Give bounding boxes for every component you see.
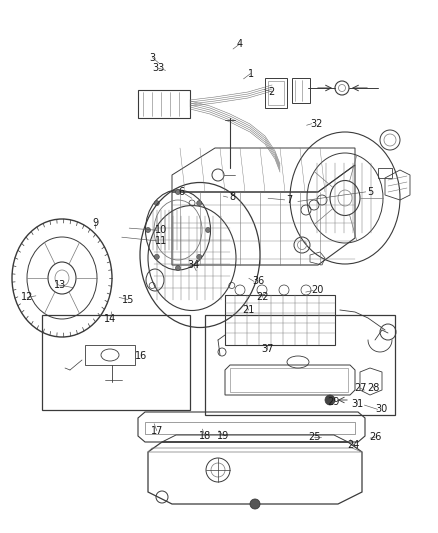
Text: 12: 12 [21, 293, 33, 302]
Bar [42, 315, 190, 410]
Bar [292, 78, 310, 103]
Bar [225, 295, 335, 345]
Text: 36: 36 [252, 277, 265, 286]
Text: 20: 20 [311, 286, 324, 295]
Text: 27: 27 [354, 383, 366, 393]
Text: 26: 26 [370, 432, 382, 442]
Circle shape [154, 200, 159, 206]
Bar [230, 368, 348, 392]
Text: 14: 14 [104, 314, 117, 324]
Text: 30: 30 [376, 405, 388, 414]
Bar [205, 315, 395, 415]
Text: 7: 7 [286, 195, 292, 205]
Text: 13: 13 [54, 280, 67, 290]
Text: 5: 5 [367, 187, 373, 197]
Text: 19: 19 [217, 431, 230, 441]
Text: 17: 17 [151, 426, 163, 435]
Text: 8: 8 [229, 192, 235, 202]
Text: 4: 4 [237, 39, 243, 49]
Text: 15: 15 [122, 295, 134, 304]
Text: 37: 37 [261, 344, 273, 354]
Circle shape [176, 265, 180, 271]
Circle shape [325, 395, 335, 405]
Text: 32: 32 [310, 119, 322, 128]
Text: 31: 31 [351, 399, 363, 409]
Circle shape [197, 200, 202, 206]
Text: 28: 28 [367, 383, 379, 393]
Text: 11: 11 [155, 236, 167, 246]
Bar [265, 78, 287, 108]
Text: 16: 16 [135, 351, 147, 361]
Text: 1: 1 [247, 69, 254, 78]
Text: 6: 6 [179, 187, 185, 197]
Circle shape [154, 254, 159, 260]
Text: 34: 34 [187, 261, 200, 270]
Text: 21: 21 [243, 305, 255, 315]
Bar [268, 81, 284, 105]
Text: 3: 3 [149, 53, 155, 62]
Circle shape [197, 254, 202, 260]
Circle shape [250, 499, 260, 509]
Circle shape [145, 228, 151, 232]
Bar [378, 168, 392, 178]
Circle shape [205, 228, 211, 232]
Text: 33: 33 [152, 63, 165, 73]
Text: 9: 9 [92, 218, 99, 228]
Circle shape [176, 190, 180, 195]
Text: 22: 22 [257, 293, 269, 302]
Text: 10: 10 [155, 225, 167, 235]
Bar [138, 90, 190, 118]
Text: 25: 25 [308, 432, 321, 442]
Text: 29: 29 [328, 398, 340, 407]
Text: 18: 18 [199, 431, 211, 441]
Text: 2: 2 [268, 87, 275, 96]
Text: 24: 24 [348, 440, 360, 450]
Bar [85, 345, 135, 365]
